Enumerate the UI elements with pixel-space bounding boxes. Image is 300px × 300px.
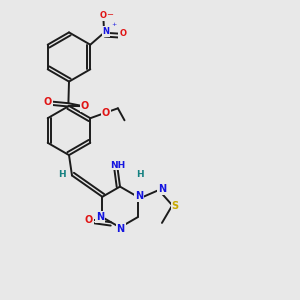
Text: O: O xyxy=(102,108,110,118)
Text: N: N xyxy=(135,190,143,201)
Text: H: H xyxy=(136,170,143,179)
Text: N: N xyxy=(116,224,125,234)
Text: O: O xyxy=(44,97,52,107)
Text: O: O xyxy=(85,215,93,225)
Text: −: − xyxy=(106,10,114,19)
Text: N: N xyxy=(96,212,104,222)
Text: O: O xyxy=(81,101,89,111)
Text: NH: NH xyxy=(111,160,126,169)
Text: N: N xyxy=(102,27,110,36)
Text: +: + xyxy=(112,22,117,27)
Text: N: N xyxy=(158,184,166,194)
Text: H: H xyxy=(58,170,66,179)
Text: O: O xyxy=(119,29,126,38)
Text: S: S xyxy=(172,201,179,211)
Text: O: O xyxy=(100,11,107,20)
